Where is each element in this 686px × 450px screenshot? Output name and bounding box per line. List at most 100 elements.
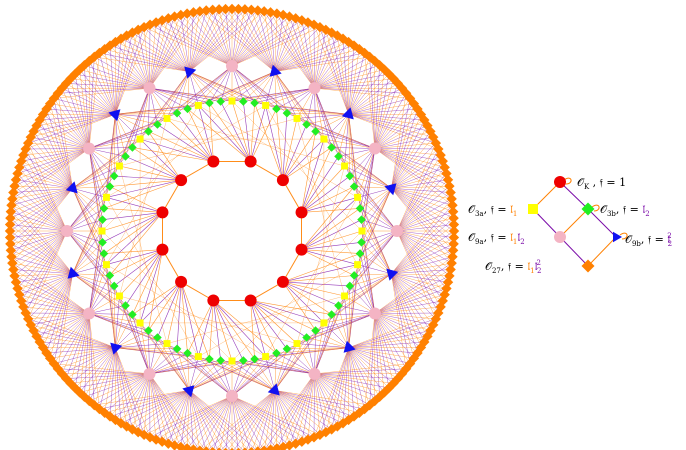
edge-middle <box>359 148 376 209</box>
green-diamond-node <box>109 281 119 291</box>
edge-outer-fan <box>99 347 116 410</box>
edge-inner-spoke <box>106 179 182 198</box>
outer-diamond-node <box>4 225 16 237</box>
edge-outer-fan <box>348 330 431 348</box>
outer-diamond-node <box>213 4 225 15</box>
edge-inner-spoke <box>301 139 325 213</box>
outer-diamond-node <box>337 33 349 44</box>
edge-middle <box>338 114 349 157</box>
edge-outer-fan <box>149 373 163 442</box>
edge-outer-fan <box>143 27 190 72</box>
edge-outer-fan <box>374 65 380 149</box>
edge-outer-fan <box>21 300 90 314</box>
edge-outer-fan <box>180 390 190 448</box>
edge-inner-spoke <box>243 101 251 162</box>
edge-inner-spoke <box>301 165 345 213</box>
edge-inner-spoke <box>250 300 288 349</box>
edge-outer-fan <box>274 27 321 72</box>
edge-middle <box>314 314 332 374</box>
outer-diamond-node <box>246 4 257 16</box>
outer-diamond-node <box>181 8 193 19</box>
edge-middle <box>286 313 375 350</box>
edge-middle <box>315 273 392 331</box>
edge-outer-fan <box>391 205 453 274</box>
edge-outer-fan <box>9 188 73 238</box>
edge-outer-fan <box>314 373 355 417</box>
outer-diamond-node <box>202 446 210 450</box>
green-diamond-node <box>334 152 343 161</box>
outer-diamond-node <box>448 238 459 250</box>
edge-outer-fan <box>162 390 190 442</box>
edge-outer-fan <box>374 83 399 149</box>
pink-circle-node <box>368 142 381 155</box>
edge-outer-fan <box>391 273 422 348</box>
legend-node-o9a <box>554 231 566 243</box>
edge-chord <box>119 295 298 344</box>
edge-outer-fan <box>391 93 407 189</box>
edge-middle <box>231 360 244 397</box>
edge-outer-fan <box>314 363 411 375</box>
edge-middle <box>306 313 375 338</box>
edge-outer-fan <box>391 119 425 189</box>
outer-diamond-node <box>7 193 18 205</box>
edge-outer-fan <box>53 273 73 364</box>
pink-circle-node <box>391 225 403 237</box>
outer-diamond-node <box>248 446 255 450</box>
blue-triangle-node <box>386 268 399 281</box>
edge-middle <box>189 71 210 104</box>
edge-outer-fan <box>374 148 449 181</box>
edge-middle <box>115 114 133 148</box>
edge-outer-fan <box>231 395 271 450</box>
edge-middle <box>338 305 349 348</box>
edge-middle <box>231 360 275 391</box>
edge-middle <box>276 347 349 354</box>
outer-diamond-node <box>188 7 199 18</box>
edge-outer-fan <box>10 230 68 245</box>
edge-outer-fan <box>46 313 90 354</box>
edge-outer-fan <box>231 11 265 67</box>
edge-middle <box>276 108 349 115</box>
pink-circle-node <box>226 60 238 72</box>
edge-outer-fan <box>374 306 441 314</box>
edge-outer-fan <box>374 313 407 369</box>
green-diamond-node <box>216 97 225 106</box>
edge-outer-fan <box>162 20 190 72</box>
edge-outer-fan <box>186 13 233 67</box>
edge-outer-fan <box>19 148 90 168</box>
edge-outer-fan <box>89 60 116 115</box>
edge-outer-fan <box>314 373 338 427</box>
edge-inner-spoke <box>276 108 284 181</box>
edge-outer-fan <box>231 18 296 67</box>
edge-middle <box>66 197 107 232</box>
edge-chord <box>106 105 266 198</box>
edge-middle <box>254 71 275 104</box>
edge-outer-fan <box>391 198 452 274</box>
edge-middle <box>149 358 210 375</box>
edge-inner-spoke <box>180 281 188 354</box>
edge-outer-fan <box>199 11 233 67</box>
edge-outer-fan <box>126 390 190 427</box>
edge-inner-spoke <box>176 113 214 162</box>
edge-middle <box>220 360 315 375</box>
outer-diamond-node <box>447 251 458 262</box>
outer-diamond-node <box>447 206 459 217</box>
yellow-square-node <box>136 319 144 327</box>
edge-outer-fan <box>132 373 150 430</box>
edge-outer-fan <box>149 10 207 89</box>
edge-outer-fan <box>61 313 90 374</box>
edge-outer-fan <box>13 269 73 274</box>
edge-inner-spoke <box>140 138 214 162</box>
edge-outer-fan <box>19 273 73 295</box>
edge-inner-spoke <box>220 101 251 162</box>
edge-outer-fan <box>391 256 453 274</box>
edge-outer-fan <box>144 395 233 436</box>
edge-outer-fan <box>369 56 376 149</box>
edge-outer-fan <box>374 313 390 389</box>
edge-middle <box>72 188 105 209</box>
edge-outer-fan <box>14 148 90 187</box>
blue-triangle-node <box>343 340 356 353</box>
edge-middle <box>149 360 221 375</box>
green-diamond-node <box>327 143 336 152</box>
edge-outer-fan <box>189 390 250 450</box>
edge-middle <box>353 275 376 314</box>
